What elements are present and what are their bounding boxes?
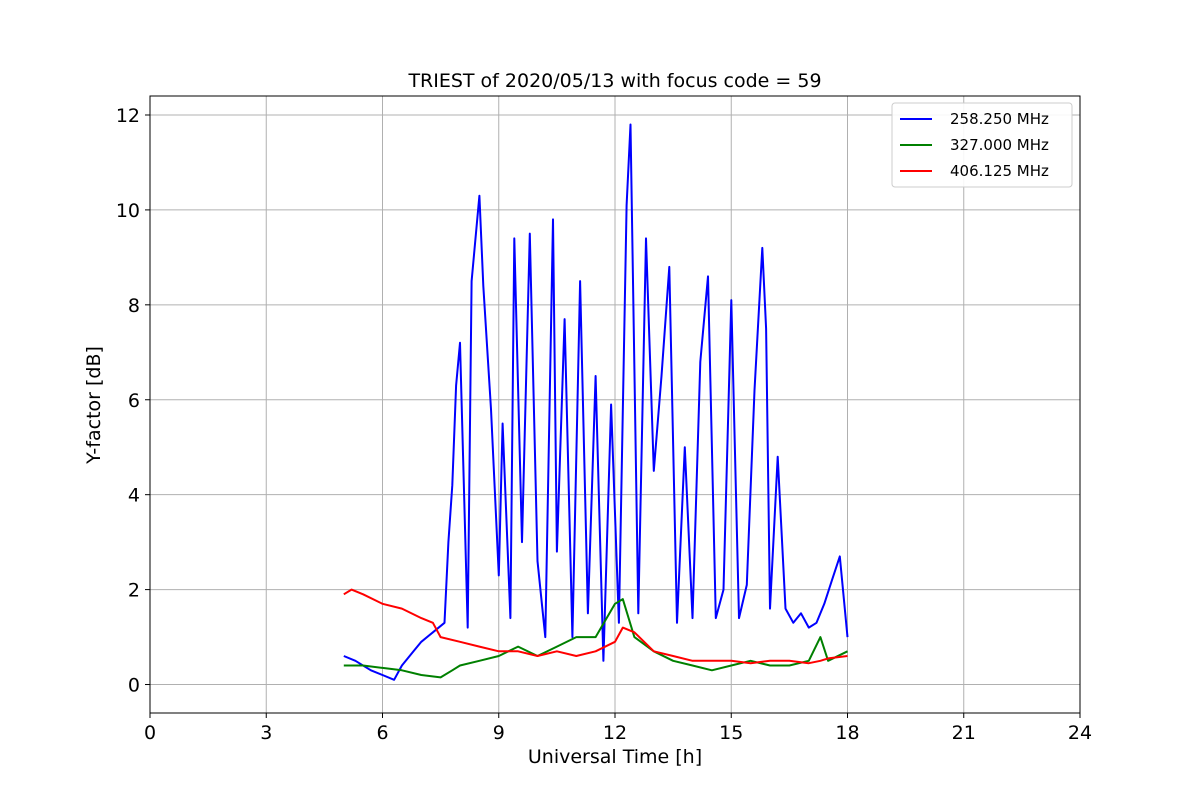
y-tick-label: 6 <box>128 390 140 412</box>
series-line-3 <box>343 588 848 665</box>
y-axis-label: Y-factor [dB] <box>83 346 105 465</box>
x-tick-label: 6 <box>376 722 388 744</box>
legend-box <box>891 102 1073 188</box>
y-tick-label: 4 <box>128 485 140 507</box>
legend-entry: 406.125 MHz <box>950 162 1049 180</box>
y-tick-label: 10 <box>116 200 140 222</box>
x-tick-label: 3 <box>260 722 272 744</box>
chart-title: TRIEST of 2020/05/13 with focus code = 5… <box>407 70 821 92</box>
x-tick-label: 24 <box>1068 722 1092 744</box>
x-tick-label: 12 <box>603 722 627 744</box>
y-tick-label: 2 <box>128 580 140 602</box>
legend-entry: 258.250 MHz <box>950 110 1049 128</box>
legend: 258.250 MHz 327.000 MHz 406.125 MHz <box>891 102 1073 188</box>
legend-entry: 327.000 MHz <box>950 136 1049 154</box>
series-layer <box>343 123 849 681</box>
y-tick-label: 12 <box>116 105 140 127</box>
series-line-2 <box>343 598 848 679</box>
x-tick-label: 15 <box>719 722 743 744</box>
x-tick-label: 18 <box>835 722 859 744</box>
x-tick-label: 0 <box>144 722 156 744</box>
x-axis-label: Universal Time [h] <box>528 746 702 768</box>
y-tick-label: 8 <box>128 295 140 317</box>
x-tick-label: 9 <box>493 722 505 744</box>
y-tick-label: 0 <box>128 675 140 697</box>
series-line-1 <box>343 123 849 681</box>
x-tick-label: 21 <box>952 722 976 744</box>
